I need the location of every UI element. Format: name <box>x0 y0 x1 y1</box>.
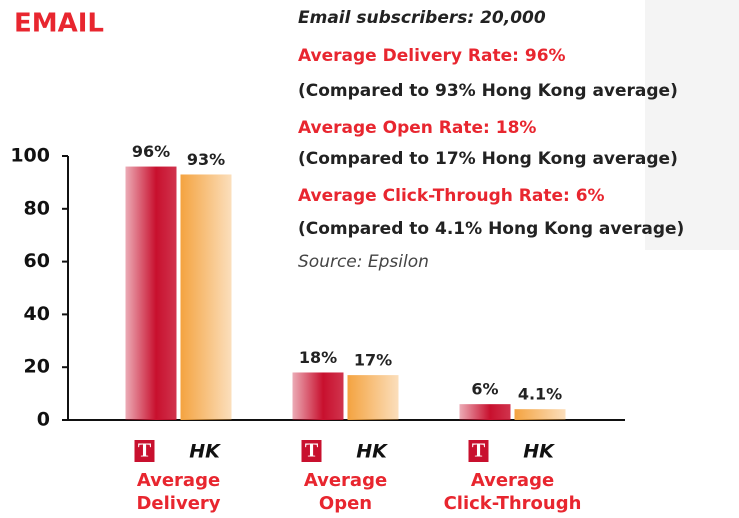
value-label: 96% <box>132 142 170 161</box>
legend-label: T <box>138 440 152 462</box>
y-tick-label: 20 <box>24 356 50 378</box>
annotation: Average Open Rate: 18% <box>298 118 536 138</box>
annotation: Average Click-Through Rate: 6% <box>298 186 605 206</box>
y-tick-label: 60 <box>24 250 50 272</box>
bar <box>293 372 344 420</box>
background-thumbnail <box>645 0 739 250</box>
annotation: Email subscribers: 20,000 <box>298 8 546 28</box>
bar <box>515 409 566 420</box>
bar <box>460 404 511 420</box>
y-tick-label: 40 <box>24 303 50 325</box>
annotation: (Compared to 17% Hong Kong average) <box>298 149 678 169</box>
bar <box>181 174 232 420</box>
legend-label: T <box>472 440 486 462</box>
annotation: (Compared to 93% Hong Kong average) <box>298 81 678 101</box>
y-tick-label: 80 <box>24 197 50 219</box>
annotation: Source: Epsilon <box>298 252 429 272</box>
value-label: 4.1% <box>518 385 562 404</box>
legend-label: T <box>305 440 319 462</box>
bar <box>126 167 177 420</box>
bar <box>348 375 399 420</box>
y-tick-label: 0 <box>37 409 50 431</box>
legend-label: HK <box>356 441 388 463</box>
annotation: (Compared to 4.1% Hong Kong average) <box>298 219 684 239</box>
y-tick-label: 100 <box>10 145 50 167</box>
annotation: Average Delivery Rate: 96% <box>298 46 566 66</box>
chart: EMAIL Email subscribers: 20,000 Average … <box>0 0 739 518</box>
value-label: 93% <box>187 150 225 169</box>
chart-title: EMAIL <box>14 9 104 39</box>
value-label: 6% <box>471 380 498 399</box>
value-label: 17% <box>354 351 392 370</box>
legend-label: HK <box>189 441 221 463</box>
legend-label: HK <box>523 441 555 463</box>
value-label: 18% <box>299 348 337 367</box>
